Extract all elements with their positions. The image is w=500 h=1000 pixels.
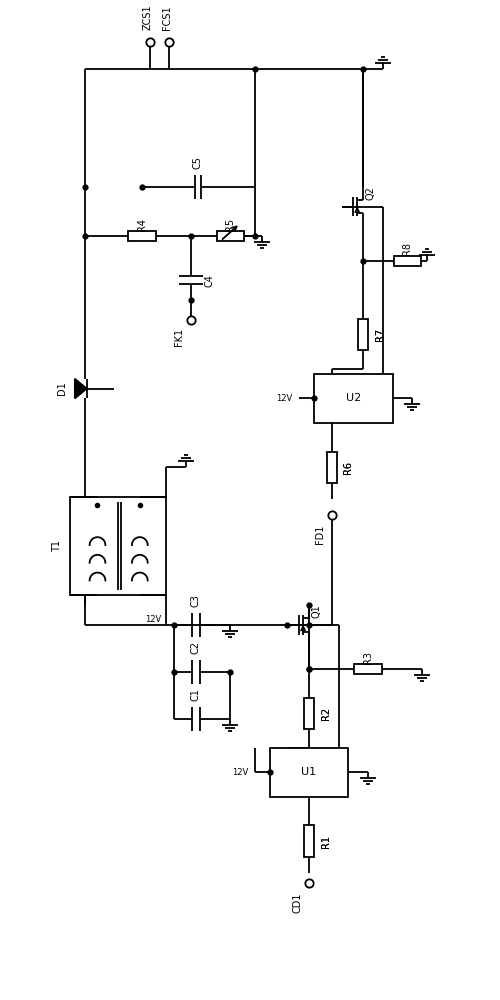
Text: R2: R2	[321, 707, 331, 720]
Bar	[304, 698, 314, 729]
Text: 12V: 12V	[145, 615, 162, 624]
Text: R1: R1	[321, 835, 331, 848]
Text: C3: C3	[191, 594, 201, 607]
Bar	[354, 664, 382, 674]
Text: FK1: FK1	[174, 328, 184, 346]
Text: R6: R6	[344, 461, 353, 474]
Text: FD1: FD1	[315, 524, 325, 544]
Text: R2: R2	[321, 707, 331, 720]
Text: Q1: Q1	[311, 604, 321, 618]
Bar	[326, 452, 336, 483]
Text: C2: C2	[191, 641, 201, 654]
Text: 12V: 12V	[232, 768, 248, 777]
Bar	[358, 319, 368, 350]
Text: C1: C1	[191, 689, 201, 701]
Bar	[216, 231, 244, 241]
Text: R5: R5	[226, 218, 235, 231]
Text: R7: R7	[375, 328, 385, 341]
Text: CD1: CD1	[292, 892, 302, 913]
Bar	[394, 256, 421, 266]
Text: U2: U2	[346, 393, 361, 403]
Bar	[314, 374, 392, 423]
Text: R3: R3	[363, 651, 373, 664]
Text: R1: R1	[321, 835, 331, 848]
Text: C4: C4	[204, 274, 214, 287]
Text: T1: T1	[52, 540, 62, 552]
Text: R8: R8	[402, 242, 412, 255]
Text: 12V: 12V	[276, 394, 292, 403]
Text: R6: R6	[344, 461, 353, 474]
Text: C5: C5	[193, 156, 203, 169]
Text: ZCS1: ZCS1	[142, 5, 152, 30]
Text: R4: R4	[137, 218, 147, 231]
Text: Q2: Q2	[365, 186, 375, 200]
Polygon shape	[75, 379, 86, 398]
Text: R7: R7	[375, 328, 385, 341]
Bar	[128, 231, 156, 241]
Bar	[70, 497, 166, 595]
Text: U1: U1	[302, 767, 316, 777]
Bar	[304, 825, 314, 857]
Bar	[270, 748, 348, 797]
Text: D1: D1	[57, 382, 67, 395]
Text: FCS1: FCS1	[162, 6, 172, 30]
